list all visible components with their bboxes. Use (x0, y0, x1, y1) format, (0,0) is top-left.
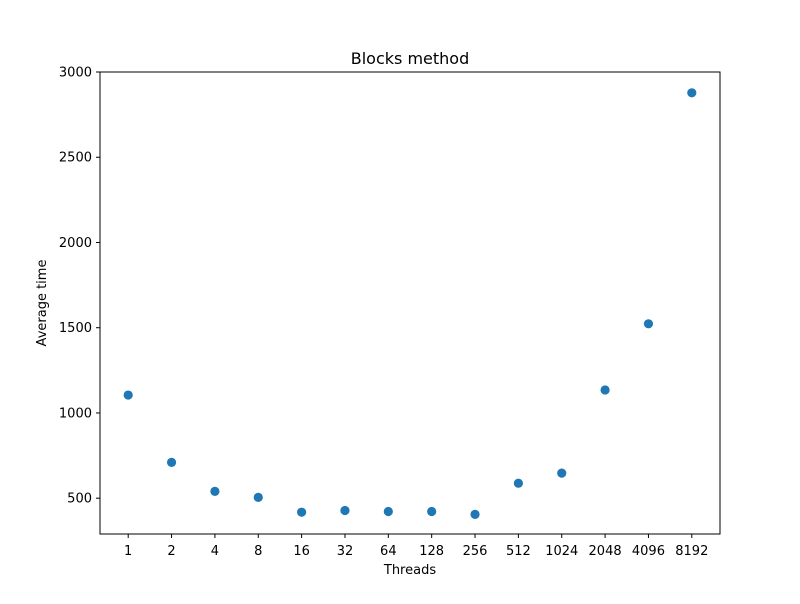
data-point (340, 505, 350, 516)
x-tick-label: 32 (337, 544, 354, 559)
data-point (557, 468, 567, 478)
data-point (600, 385, 610, 395)
data-point (253, 492, 263, 502)
x-tick-label: 8192 (675, 544, 708, 559)
x-tick-label: 4096 (632, 544, 665, 559)
data-point (427, 506, 437, 517)
x-tick-label: 128 (419, 544, 444, 559)
chart-title: Blocks method (351, 49, 469, 68)
y-tick-label: 1000 (59, 406, 92, 421)
x-axis-ticks: 1 2 4 8 16 32 64 128 256 512 1024 2048 4096 8192 (124, 534, 708, 559)
y-tick-label: 1500 (59, 321, 92, 336)
x-tick-label: 1 (124, 544, 132, 559)
y-axis-label: Average time (35, 260, 50, 347)
plot-area-frame (99, 71, 721, 535)
x-axis-label: Threads (383, 563, 436, 578)
y-axis-ticks: 500 1000 1500 2000 2500 3000 (59, 66, 100, 507)
x-tick-label: 512 (506, 544, 531, 559)
data-point (513, 478, 523, 488)
y-tick-label: 2500 (59, 151, 92, 166)
y-tick-label: 2000 (59, 236, 92, 251)
x-tick-label: 2 (167, 544, 175, 559)
data-point (297, 507, 307, 517)
y-tick-label: 500 (67, 492, 92, 507)
x-tick-label: 64 (380, 544, 397, 559)
data-point (166, 457, 177, 467)
data-points (123, 88, 697, 519)
data-point (123, 390, 133, 400)
data-point (470, 509, 480, 519)
x-tick-label: 2048 (589, 544, 622, 559)
x-tick-label: 4 (211, 544, 219, 559)
y-tick-label: 3000 (59, 66, 92, 81)
data-point (643, 319, 654, 329)
x-tick-label: 8 (254, 544, 262, 559)
data-point (687, 88, 697, 98)
x-tick-label: 1024 (545, 544, 578, 559)
data-point (210, 486, 220, 496)
x-tick-label: 16 (293, 544, 310, 559)
x-tick-label: 256 (463, 544, 488, 559)
data-point (383, 506, 393, 517)
